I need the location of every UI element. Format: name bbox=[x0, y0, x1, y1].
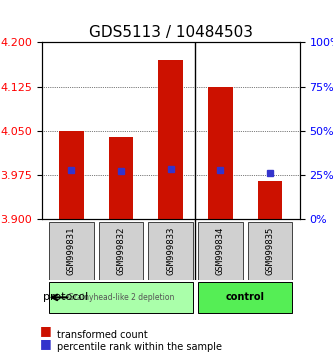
FancyBboxPatch shape bbox=[49, 222, 94, 280]
Bar bbox=[208, 87, 233, 219]
FancyBboxPatch shape bbox=[99, 222, 144, 280]
Bar bbox=[59, 131, 84, 219]
FancyBboxPatch shape bbox=[248, 222, 292, 280]
Text: ■: ■ bbox=[40, 337, 52, 350]
Text: percentile rank within the sample: percentile rank within the sample bbox=[57, 342, 221, 352]
Text: GSM999832: GSM999832 bbox=[117, 227, 126, 275]
FancyBboxPatch shape bbox=[49, 282, 193, 313]
Title: GDS5113 / 10484503: GDS5113 / 10484503 bbox=[89, 25, 253, 40]
Bar bbox=[257, 181, 282, 219]
FancyBboxPatch shape bbox=[148, 222, 193, 280]
FancyBboxPatch shape bbox=[198, 222, 243, 280]
Bar bbox=[158, 60, 183, 219]
Text: GSM999833: GSM999833 bbox=[166, 227, 175, 275]
Text: GSM999834: GSM999834 bbox=[216, 227, 225, 275]
Text: ■: ■ bbox=[40, 325, 52, 337]
Text: GSM999835: GSM999835 bbox=[265, 227, 274, 275]
Text: control: control bbox=[225, 292, 265, 302]
Text: transformed count: transformed count bbox=[57, 330, 148, 339]
Text: protocol: protocol bbox=[43, 292, 88, 302]
Text: Grainyhead-like 2 depletion: Grainyhead-like 2 depletion bbox=[68, 293, 174, 302]
Text: GSM999831: GSM999831 bbox=[67, 227, 76, 275]
FancyBboxPatch shape bbox=[198, 282, 292, 313]
Bar bbox=[109, 137, 134, 219]
